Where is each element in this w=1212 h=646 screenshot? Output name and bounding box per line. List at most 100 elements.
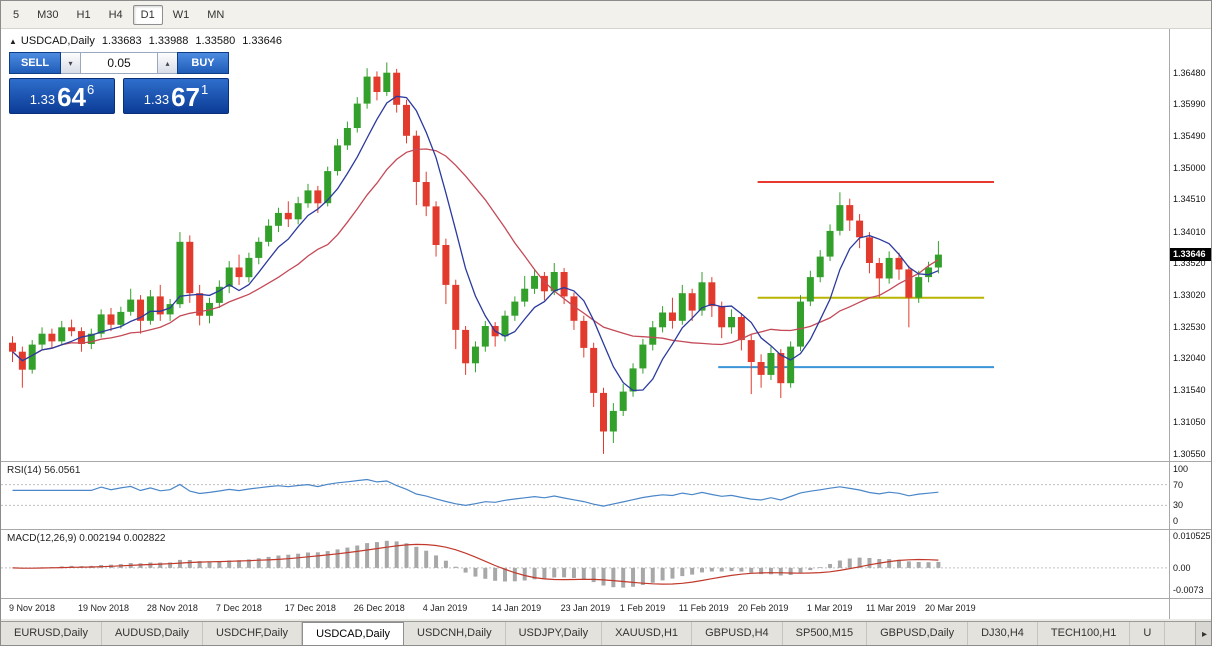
- rsi-panel[interactable]: RSI(14) 56.0561: [1, 461, 1169, 529]
- buy-button[interactable]: BUY: [177, 52, 229, 74]
- sell-price-prefix: 1.33: [29, 92, 56, 107]
- rsi-title: RSI(14) 56.0561: [7, 465, 81, 476]
- chart-tab-gbpusd-daily[interactable]: GBPUSD,Daily: [867, 622, 969, 645]
- sell-price-button[interactable]: 1.33 64 6: [9, 78, 115, 114]
- tabs-container: EURUSD,Daily AUDUSD,Daily USDCHF,Daily USDC…: [1, 622, 1195, 645]
- macd-title: MACD(12,26,9) 0.002194 0.002822: [7, 533, 166, 544]
- buy-price-button[interactable]: 1.33 67 1: [123, 78, 229, 114]
- buy-price-prefix: 1.33: [143, 92, 170, 107]
- price-chart-panel[interactable]: ▲ USDCAD,Daily 1.33683 1.33988 1.33580 1…: [1, 29, 1169, 461]
- lot-increase-button[interactable]: ▴: [158, 52, 177, 74]
- rsi-tick: 70: [1173, 479, 1184, 490]
- sell-button[interactable]: SELL: [9, 52, 61, 74]
- date-tick: 19 Nov 2018: [77, 603, 129, 613]
- trade-controls-row: SELL ▾ 0.05 ▴ BUY: [9, 52, 229, 74]
- chart-tab-tech100-h1[interactable]: TECH100,H1: [1037, 622, 1131, 645]
- timeframe-button-w1[interactable]: W1: [172, 8, 190, 21]
- date-tick: 20 Feb 2019: [737, 603, 789, 613]
- timeframe-button-h1[interactable]: H1: [76, 8, 91, 21]
- date-tick: 7 Dec 2018: [215, 603, 262, 613]
- price-tick: 1.35000: [1173, 162, 1206, 173]
- macd-tick: 0.010525: [1173, 531, 1211, 541]
- price-tick: 1.33020: [1173, 290, 1206, 301]
- date-tick: 1 Mar 2019: [806, 603, 853, 613]
- collapse-trade-panel-icon[interactable]: ▲: [9, 36, 17, 46]
- chart-tab-dj30-h4[interactable]: DJ30,H4: [968, 622, 1038, 645]
- trade-price-tiles: 1.33 64 6 1.33 67 1: [9, 78, 229, 114]
- chart-tab-usdjpy-daily[interactable]: USDJPY,Daily: [505, 622, 603, 645]
- sell-price-sup: 6: [87, 82, 95, 97]
- lot-decrease-button[interactable]: ▾: [61, 52, 80, 74]
- rsi-chart[interactable]: [1, 462, 1169, 529]
- date-tick: 11 Feb 2019: [678, 603, 729, 613]
- current-price-badge: 1.33646: [1170, 248, 1211, 262]
- quote-close: 1.33646: [242, 35, 282, 47]
- price-tick: 1.32040: [1173, 353, 1206, 364]
- price-tick: 1.33520: [1173, 258, 1206, 268]
- chevron-down-icon: ▾: [68, 58, 73, 68]
- price-tick: 1.36480: [1173, 67, 1206, 78]
- timeframe-toolbar: 5 M30 H1 H4 D1 W1 MN: [1, 1, 1211, 29]
- price-tick: 1.35490: [1173, 131, 1206, 142]
- axis-corner: [1169, 598, 1211, 619]
- macd-chart[interactable]: [1, 530, 1169, 598]
- timeframe-button-d1[interactable]: D1: [132, 4, 163, 25]
- chart-tab-sp500-m15[interactable]: SP500,M15: [782, 622, 868, 645]
- date-axis[interactable]: 9 Nov 2018 19 Nov 2018 28 Nov 2018 7 Dec 20…: [1, 598, 1169, 619]
- date-tick: 1 Feb 2019: [619, 603, 666, 613]
- price-tick: 1.31540: [1173, 385, 1206, 396]
- price-axis[interactable]: 1.33646 1.36480 1.35990 1.35490 1.35000 1.34…: [1169, 29, 1211, 461]
- chart-tab-usdcad-daily[interactable]: USDCAD,Daily: [302, 622, 405, 645]
- chart-tab-usdcnh-daily[interactable]: USDCNH,Daily: [404, 622, 506, 645]
- price-tick: 1.30550: [1173, 448, 1206, 459]
- buy-price-sup: 1: [201, 82, 209, 97]
- timeframe-button-mn[interactable]: MN: [207, 8, 225, 21]
- chart-tab-xauusd-h1[interactable]: XAUUSD,H1: [602, 622, 693, 645]
- rsi-axis[interactable]: 100 70 30 0: [1169, 461, 1211, 529]
- date-tick: 4 Jan 2019: [422, 603, 468, 613]
- quote-line: ▲ USDCAD,Daily 1.33683 1.33988 1.33580 1…: [9, 35, 289, 47]
- macd-panel[interactable]: MACD(12,26,9) 0.002194 0.002822: [1, 529, 1169, 598]
- date-tick: 26 Dec 2018: [353, 603, 405, 613]
- timeframe-button-5[interactable]: 5: [13, 8, 20, 21]
- quote-high: 1.33988: [148, 35, 189, 47]
- rsi-tick: 0: [1173, 516, 1179, 526]
- rsi-tick: 100: [1173, 464, 1189, 474]
- chart-tab-eurusd-daily[interactable]: EURUSD,Daily: [1, 622, 102, 645]
- sell-price-big: 64: [57, 82, 86, 112]
- price-tick: 1.35990: [1173, 99, 1206, 110]
- date-tick: 23 Jan 2019: [560, 603, 611, 613]
- chevron-right-icon: ▸: [1201, 629, 1208, 640]
- quote-symbol: USDCAD,Daily: [20, 35, 95, 47]
- date-tick: 14 Jan 2019: [491, 603, 542, 613]
- lot-size-input[interactable]: 0.05: [80, 52, 158, 74]
- price-tick: 1.34510: [1173, 194, 1206, 205]
- chart-tab-audusd-daily[interactable]: AUDUSD,Daily: [101, 622, 203, 645]
- chart-tab-u[interactable]: U: [1130, 622, 1166, 645]
- date-tick: 20 Mar 2019: [925, 603, 976, 613]
- tab-scroll-right-button[interactable]: ▸: [1195, 622, 1211, 645]
- date-tick: 11 Mar 2019: [865, 603, 916, 613]
- price-tick: 1.32530: [1173, 321, 1206, 332]
- macd-tick: -0.0073: [1173, 585, 1204, 595]
- candlestick-chart[interactable]: [1, 29, 1169, 461]
- price-tick: 1.31050: [1173, 416, 1206, 427]
- timeframe-button-h4[interactable]: H4: [108, 8, 123, 21]
- price-tick: 1.34010: [1173, 226, 1206, 237]
- chart-tab-bar: EURUSD,Daily AUDUSD,Daily USDCHF,Daily USDC…: [1, 621, 1211, 645]
- chart-tab-usdchf-daily[interactable]: USDCHF,Daily: [202, 622, 303, 645]
- date-tick: 28 Nov 2018: [146, 603, 198, 613]
- chevron-up-icon: ▴: [165, 58, 170, 68]
- quote-low: 1.33580: [195, 35, 236, 47]
- buy-price-big: 67: [171, 82, 200, 112]
- chart-tab-gbpusd-h4[interactable]: GBPUSD,H4: [692, 622, 783, 645]
- quote-open: 1.33683: [101, 35, 142, 47]
- one-click-trade-panel: SELL ▾ 0.05 ▴ BUY 1.33 64 6 1.33 67 1: [9, 52, 229, 114]
- date-tick: 9 Nov 2018: [9, 603, 56, 613]
- rsi-tick: 30: [1173, 500, 1184, 511]
- macd-tick: 0.00: [1173, 562, 1191, 573]
- timeframe-button-m30[interactable]: M30: [37, 8, 59, 21]
- macd-axis[interactable]: 0.010525 0.00 -0.0073: [1169, 529, 1211, 598]
- date-tick: 17 Dec 2018: [284, 603, 336, 613]
